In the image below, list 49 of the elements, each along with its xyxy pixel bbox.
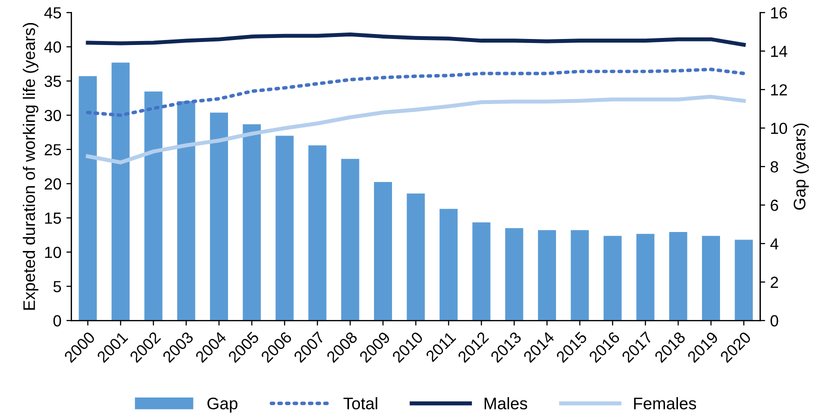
bar [538,230,556,321]
bar [177,101,196,321]
bar [734,240,753,321]
bar [144,91,162,321]
bar [341,158,360,321]
y-axis-title: Expeted duration of working life (years) [22,23,38,310]
y2-tick-label: 6 [770,200,778,211]
legend-label: Total [343,397,378,410]
bar [570,230,589,321]
bar [406,194,425,321]
line-series [86,94,746,164]
legend-label: Females [634,397,696,410]
y-tick-label: 25 [44,144,62,156]
y2-tick-label: 10 [771,122,788,134]
bar [112,62,130,321]
bar [505,228,524,321]
y-tick-label: 40 [44,41,62,53]
line-series [86,68,746,117]
y-tick-label: 15 [45,212,62,224]
line-series [86,32,746,47]
y-tick-label: 10 [45,246,62,258]
bar [636,234,654,321]
bar [242,124,261,321]
y2-tick-label: 14 [771,46,788,57]
bar [374,182,392,321]
bar [669,232,688,321]
y2-tick-label: 8 [770,161,778,172]
y-tick-label: 35 [44,76,62,87]
y-tick-label: 45 [44,7,62,19]
y-tick-label: 0 [53,315,62,326]
bar [210,112,228,321]
y2-tick-label: 12 [771,84,787,96]
y-tick-label: 30 [44,110,62,122]
bar [308,145,326,321]
y2-tick-label: 4 [770,238,778,250]
bar [78,76,97,321]
y-tick-label: 20 [44,178,62,190]
y2-tick-label: 2 [770,276,778,288]
bar [440,208,458,321]
y-tick-label: 5 [53,281,62,292]
y2-tick-label: 16 [771,7,787,19]
bar [472,222,490,321]
legend-label: Males [484,397,528,410]
legend-label: Gap [207,398,238,413]
bar [276,136,294,321]
y2-axis-title: Gap (years) [793,124,809,210]
bar [604,236,622,321]
y2-tick-label: 0 [770,315,778,326]
bar [702,236,720,321]
